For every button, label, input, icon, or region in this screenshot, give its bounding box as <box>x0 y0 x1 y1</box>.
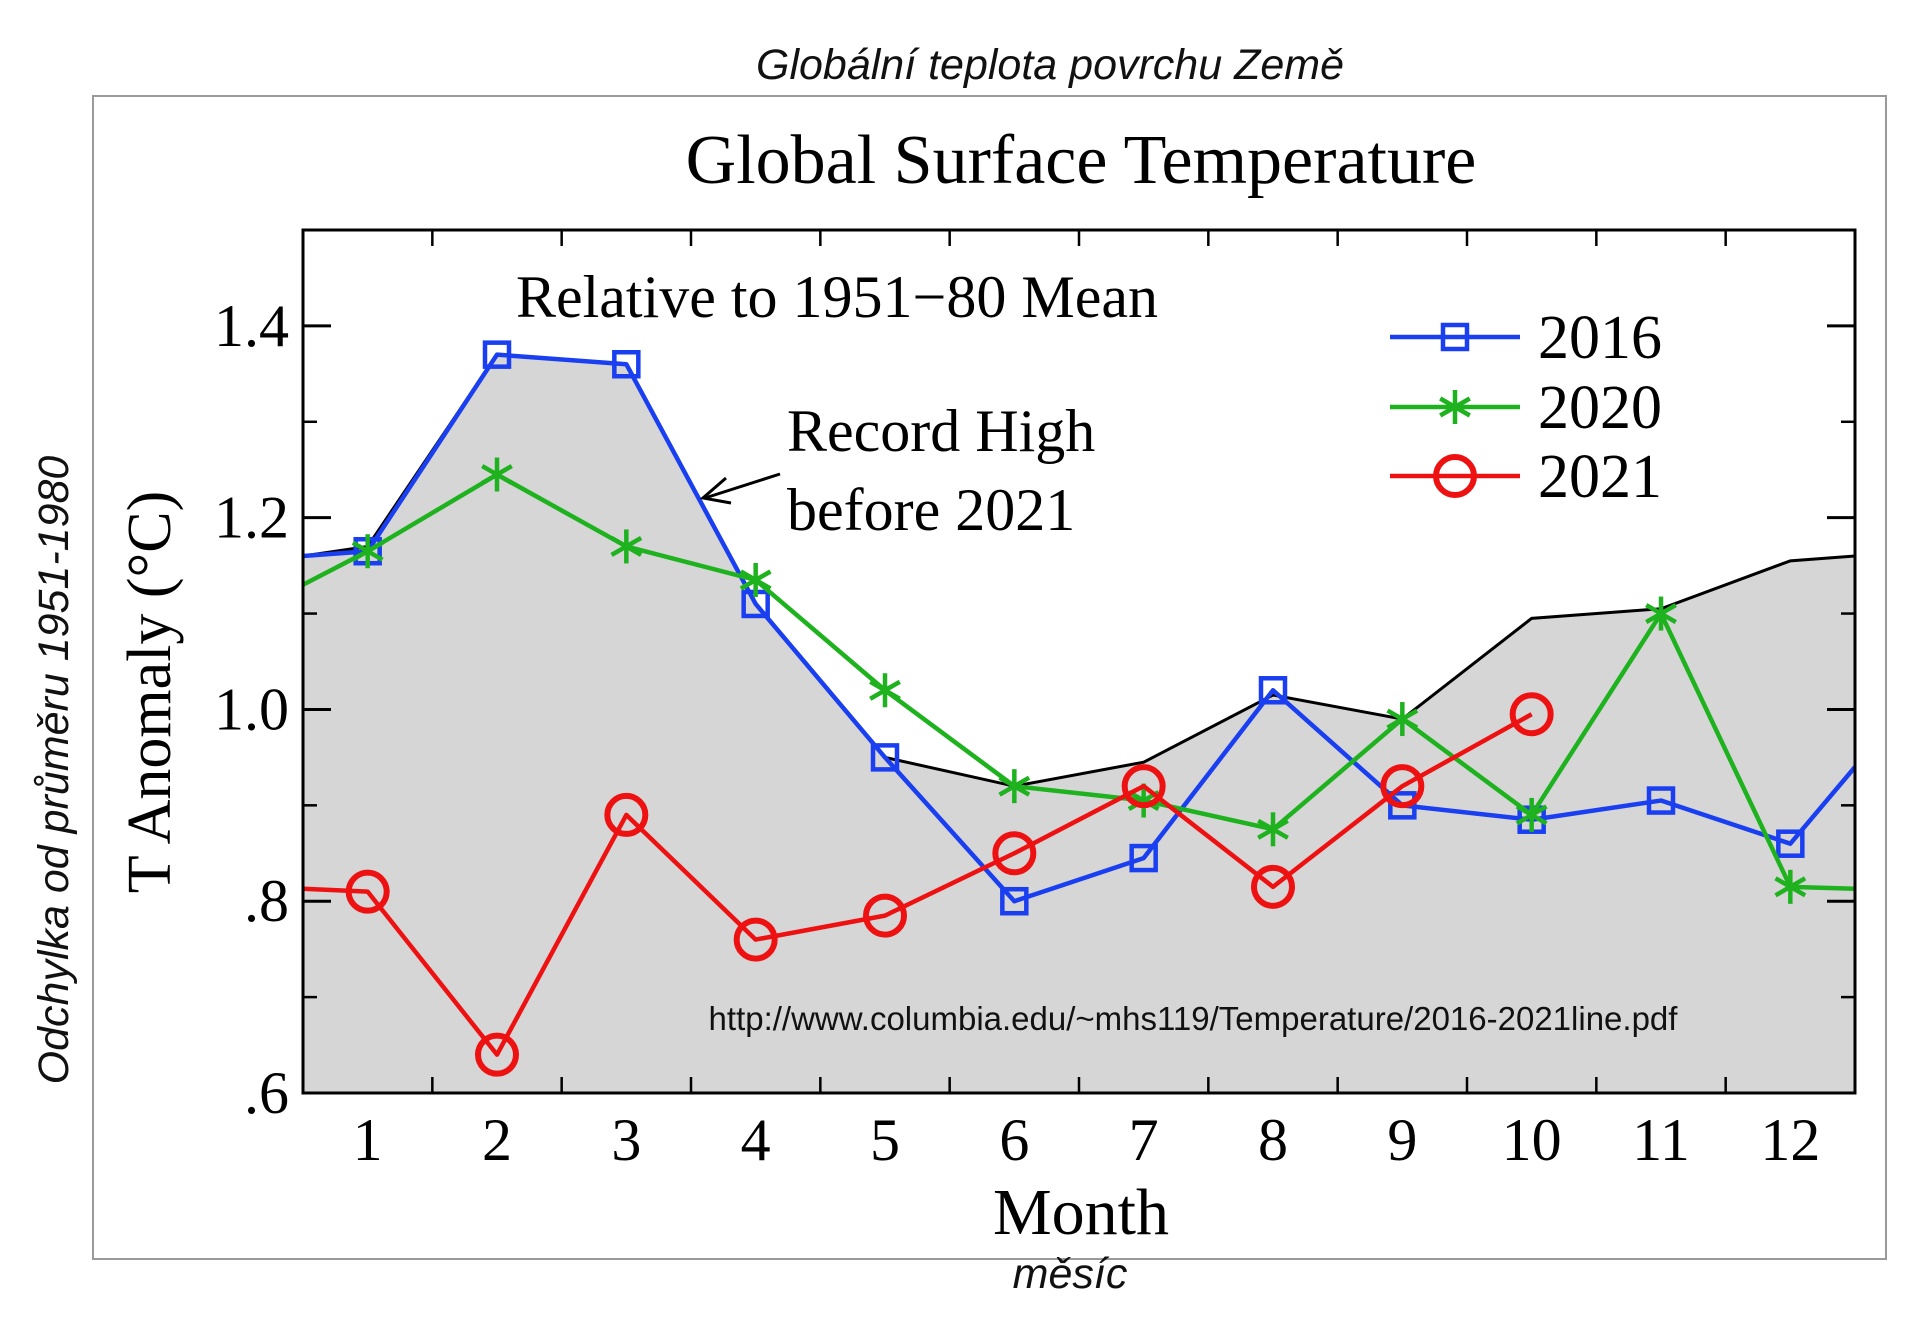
series-2016 <box>303 340 1855 916</box>
marker-2020-10 <box>1515 797 1548 832</box>
marker-2016-11 <box>1646 786 1676 815</box>
y-tick-label: .6 <box>244 1060 289 1126</box>
x-tick-label: 11 <box>1632 1107 1690 1173</box>
chart-subtitle: Relative to 1951−80 Mean <box>516 264 1158 330</box>
x-tick-label: 4 <box>741 1107 771 1173</box>
y-tick-label: 1.0 <box>214 676 289 742</box>
x-tick-label: 12 <box>1760 1107 1820 1173</box>
marker-2021-8 <box>1251 864 1295 909</box>
record-high-label-line1: Record High <box>787 398 1095 464</box>
marker-2021-6 <box>992 831 1037 876</box>
marker-2016-9 <box>1388 791 1417 820</box>
legend-label-2020: 2020 <box>1538 374 1662 442</box>
outer-frame <box>92 95 1887 1260</box>
marker-2020-5 <box>869 673 901 708</box>
legend-item-2021: 2021 <box>1390 443 1662 511</box>
y-tick-label: 1.2 <box>214 485 289 551</box>
marker-2016-12 <box>1776 829 1805 858</box>
series-2021 <box>303 692 1554 1077</box>
x-tick-label: 8 <box>1258 1107 1288 1173</box>
record-high-arrow <box>699 472 781 505</box>
legend-item-2016: 2016 <box>1390 304 1662 372</box>
marker-2021-9 <box>1380 764 1425 809</box>
x-tick-label: 6 <box>999 1107 1029 1173</box>
x-tick-label: 9 <box>1387 1107 1417 1173</box>
czech-y-label: Odchylka od průměru 1951-1980 <box>30 456 78 1085</box>
marker-2021-5 <box>863 893 907 938</box>
marker-2020-2 <box>481 457 513 492</box>
marker-2020-12 <box>1774 869 1807 904</box>
marker-2020-6 <box>998 769 1031 804</box>
series-2020 <box>303 457 1855 904</box>
marker-2021-1 <box>345 869 390 914</box>
x-tick-label: 1 <box>353 1107 383 1173</box>
marker-2020-8 <box>1257 812 1289 847</box>
marker-2020-3 <box>610 529 643 564</box>
czech-x-label: měsíc <box>1013 1250 1128 1298</box>
x-tick-label: 7 <box>1129 1107 1159 1173</box>
marker-2016-8 <box>1258 676 1288 705</box>
marker-2020-11 <box>1645 596 1677 631</box>
legend-label-2016: 2016 <box>1538 304 1662 372</box>
marker-2016-5 <box>870 743 900 772</box>
czech-title: Globální teplota povrchu Země <box>756 41 1344 89</box>
x-axis-label: Month <box>993 1176 1169 1249</box>
legend-marker-2021 <box>1433 454 1477 498</box>
marker-2016-2 <box>482 340 512 369</box>
marker-2021-2 <box>475 1032 519 1077</box>
legend-item-2020: 2020 <box>1390 374 1662 442</box>
marker-2021-4 <box>733 917 778 962</box>
marker-2021-3 <box>604 792 649 837</box>
y-axis-label: T Anomaly (°C) <box>116 491 184 894</box>
marker-2020-1 <box>351 534 384 569</box>
x-tick-label: 3 <box>611 1107 641 1173</box>
marker-2021-7 <box>1121 764 1166 809</box>
x-tick-label: 5 <box>870 1107 900 1173</box>
marker-2020-4 <box>739 562 772 597</box>
series-line-2016 <box>303 352 1855 904</box>
x-tick-label: 2 <box>482 1107 512 1173</box>
marker-2016-3 <box>612 349 641 379</box>
record-high-label-line2: before 2021 <box>787 477 1075 543</box>
marker-2021-10 <box>1509 692 1554 737</box>
marker-2020-9 <box>1386 702 1419 737</box>
source-url: http://www.columbia.edu/~mhs119/Temperat… <box>709 1000 1679 1037</box>
legend-marker-2020 <box>1439 390 1471 424</box>
y-tick-label: 1.4 <box>214 293 289 359</box>
legend-marker-2016 <box>1440 322 1470 352</box>
record-high-area <box>303 354 1855 1093</box>
legend-label-2021: 2021 <box>1538 443 1662 511</box>
x-tick-label: 10 <box>1502 1107 1562 1173</box>
marker-2016-7 <box>1129 843 1158 873</box>
series-line-2020 <box>303 472 1855 892</box>
y-tick-label: .8 <box>244 868 289 934</box>
marker-2016-6 <box>1000 886 1029 916</box>
chart-title: Global Surface Temperature <box>686 122 1477 199</box>
series-line-2021 <box>303 712 1533 1057</box>
